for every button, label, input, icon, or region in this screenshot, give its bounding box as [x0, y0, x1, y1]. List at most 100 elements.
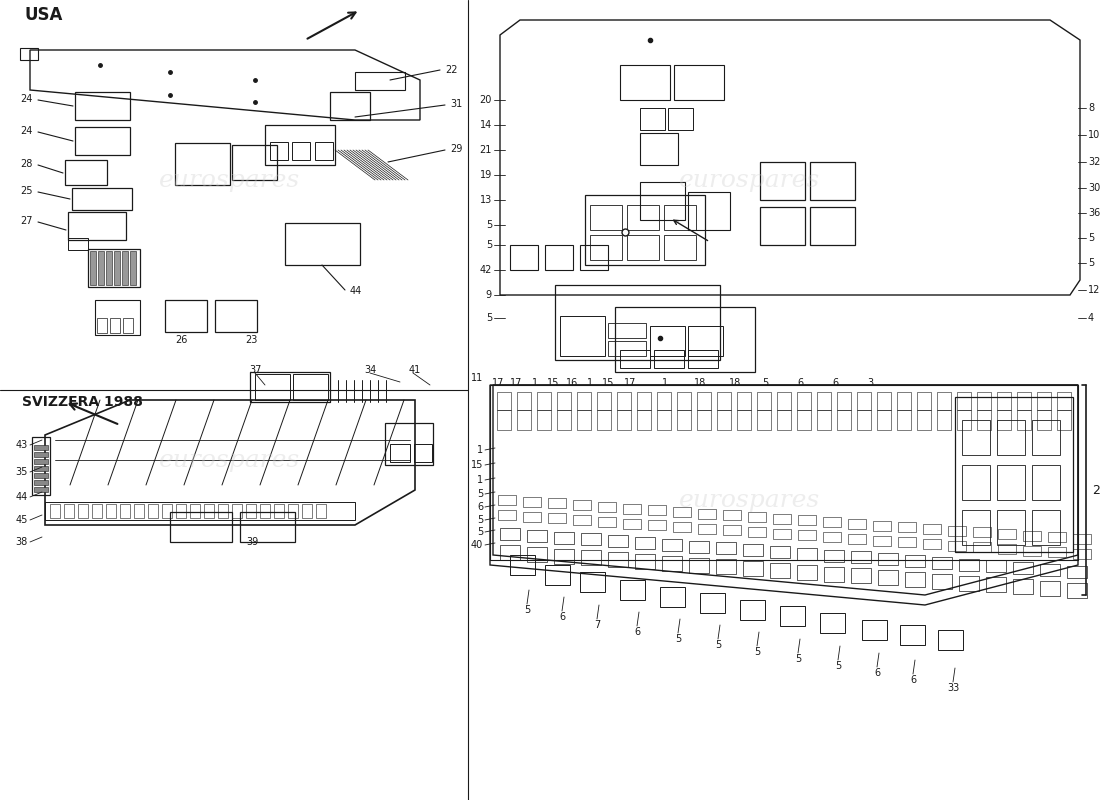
Bar — [648, 506, 666, 515]
Bar — [1032, 465, 1060, 500]
Bar — [674, 65, 724, 100]
Text: 20: 20 — [480, 95, 492, 105]
Bar — [554, 549, 574, 563]
Bar — [962, 420, 990, 455]
Bar — [955, 397, 1072, 552]
Bar — [548, 514, 566, 523]
Bar — [97, 318, 107, 333]
Text: 5: 5 — [675, 634, 681, 644]
Bar — [877, 392, 891, 410]
Bar — [68, 212, 126, 240]
Bar — [837, 392, 851, 410]
Bar — [757, 410, 771, 430]
Text: 29: 29 — [450, 144, 462, 154]
Bar — [1037, 410, 1050, 430]
Bar — [204, 504, 214, 518]
Bar — [998, 544, 1016, 554]
Bar — [896, 392, 911, 410]
Text: 1: 1 — [587, 378, 593, 388]
Text: 44: 44 — [350, 286, 362, 296]
Bar — [657, 410, 671, 430]
Bar — [986, 578, 1006, 592]
Bar — [697, 410, 711, 430]
Bar — [974, 542, 991, 552]
Text: eurospares: eurospares — [160, 449, 300, 471]
Bar — [578, 392, 591, 410]
Bar — [823, 517, 842, 527]
Bar — [585, 195, 705, 265]
Bar — [1013, 562, 1033, 574]
Text: 5: 5 — [476, 515, 483, 525]
Bar — [862, 620, 887, 640]
Bar — [748, 512, 766, 522]
Text: 41: 41 — [409, 365, 421, 375]
Text: 4: 4 — [1088, 313, 1094, 323]
Text: 5: 5 — [486, 240, 492, 250]
Bar — [78, 504, 88, 518]
Bar — [770, 546, 790, 558]
Bar — [165, 300, 207, 332]
Bar — [660, 587, 685, 607]
Bar — [45, 502, 355, 520]
Bar — [497, 392, 512, 410]
Bar — [597, 392, 611, 410]
Bar — [580, 245, 608, 270]
Text: 5: 5 — [1088, 258, 1094, 268]
Bar — [689, 558, 710, 573]
Bar — [75, 127, 130, 155]
Bar — [740, 600, 764, 620]
Bar — [997, 392, 1011, 410]
Text: 45: 45 — [15, 515, 28, 525]
Bar — [937, 392, 952, 410]
Bar — [716, 542, 736, 554]
Bar — [723, 510, 741, 520]
Bar — [232, 145, 277, 180]
Text: 15: 15 — [602, 378, 614, 388]
Bar — [1072, 549, 1091, 559]
Bar — [270, 142, 288, 160]
Bar — [590, 235, 621, 260]
Bar — [34, 473, 48, 478]
Text: 6: 6 — [477, 502, 483, 512]
Text: 15: 15 — [547, 378, 559, 388]
Bar — [998, 529, 1016, 539]
Text: 6: 6 — [873, 668, 880, 678]
Bar — [962, 465, 990, 500]
Bar — [637, 410, 651, 430]
Text: eurospares: eurospares — [680, 489, 821, 511]
Bar — [959, 576, 979, 590]
Bar — [522, 497, 541, 506]
Text: 8: 8 — [1088, 103, 1094, 113]
Text: eurospares: eurospares — [680, 169, 821, 191]
Bar — [98, 251, 104, 285]
Bar — [557, 392, 571, 410]
Bar — [617, 392, 631, 410]
Bar — [578, 410, 591, 430]
Bar — [88, 249, 140, 287]
Bar — [657, 392, 671, 410]
Bar — [773, 529, 791, 538]
Text: 18: 18 — [729, 378, 741, 388]
Bar — [957, 392, 971, 410]
Bar — [905, 555, 925, 567]
Bar — [580, 572, 605, 592]
Bar — [255, 374, 290, 400]
Bar — [573, 515, 591, 525]
Text: 5: 5 — [835, 661, 842, 671]
Text: 9: 9 — [486, 290, 492, 300]
Text: 5: 5 — [762, 378, 768, 388]
Bar — [608, 323, 646, 338]
Bar — [497, 410, 512, 430]
Bar — [527, 530, 547, 542]
Bar — [1018, 392, 1031, 410]
Bar — [1067, 566, 1087, 578]
Bar — [316, 504, 326, 518]
Bar — [617, 410, 631, 430]
Bar — [95, 300, 140, 335]
Bar — [608, 341, 646, 356]
Text: 6: 6 — [832, 378, 838, 388]
Text: 6: 6 — [559, 612, 565, 622]
Text: 5: 5 — [1088, 233, 1094, 243]
Bar — [896, 410, 911, 430]
Bar — [390, 444, 410, 462]
